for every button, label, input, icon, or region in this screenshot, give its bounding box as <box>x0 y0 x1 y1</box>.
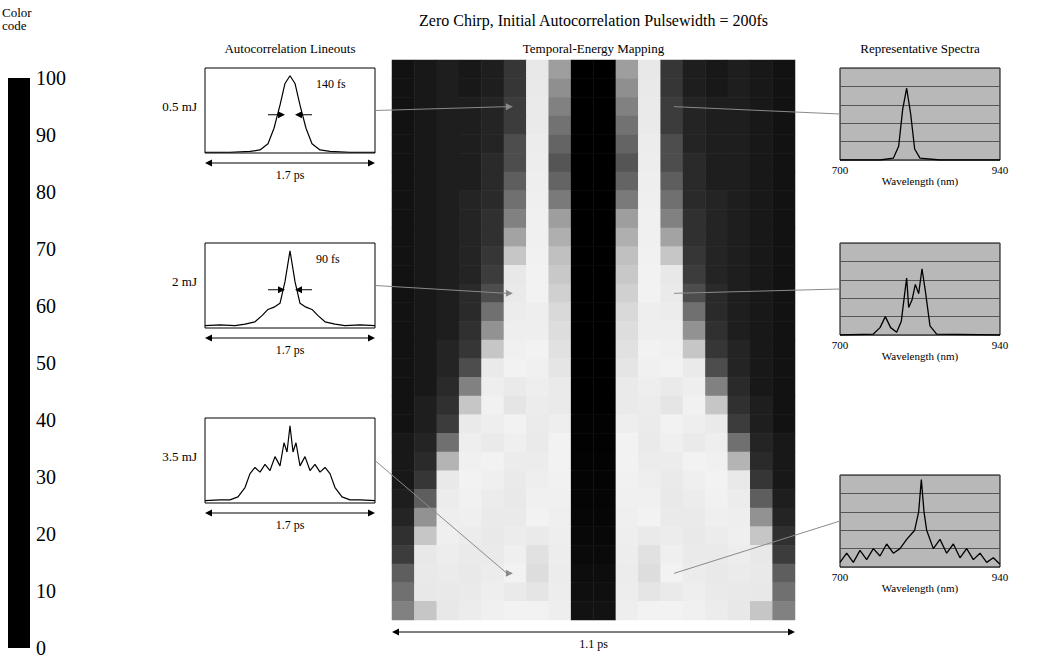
svg-text:3.5 mJ: 3.5 mJ <box>162 449 197 464</box>
svg-text:Wavelength (nm): Wavelength (nm) <box>882 175 959 188</box>
svg-text:1.7 ps: 1.7 ps <box>276 168 305 182</box>
svg-text:1.7 ps: 1.7 ps <box>276 343 305 357</box>
svg-text:Temporal-Energy Mapping: Temporal-Energy Mapping <box>523 41 665 56</box>
svg-text:80: 80 <box>36 181 56 203</box>
svg-text:90: 90 <box>36 124 56 146</box>
svg-text:Representative Spectra: Representative Spectra <box>860 41 980 56</box>
svg-text:Autocorrelation Lineouts: Autocorrelation Lineouts <box>224 41 355 56</box>
svg-text:940: 940 <box>992 164 1009 176</box>
svg-text:60: 60 <box>36 295 56 317</box>
svg-text:code: code <box>2 18 27 33</box>
svg-text:1.1 ps: 1.1 ps <box>579 637 608 651</box>
svg-text:940: 940 <box>992 571 1009 583</box>
svg-text:Wavelength (nm): Wavelength (nm) <box>882 582 959 595</box>
svg-text:700: 700 <box>832 571 849 583</box>
svg-text:40: 40 <box>36 409 56 431</box>
svg-text:70: 70 <box>36 238 56 260</box>
svg-text:50: 50 <box>36 352 56 374</box>
svg-text:90 fs: 90 fs <box>316 252 340 266</box>
svg-text:100: 100 <box>36 67 66 89</box>
svg-text:0: 0 <box>36 637 46 659</box>
svg-text:Zero Chirp, Initial Autocorrel: Zero Chirp, Initial Autocorrelation Puls… <box>419 12 768 30</box>
svg-text:2 mJ: 2 mJ <box>172 274 197 289</box>
svg-text:0.5 mJ: 0.5 mJ <box>162 99 197 114</box>
svg-text:700: 700 <box>832 164 849 176</box>
svg-text:140 fs: 140 fs <box>316 77 346 91</box>
svg-text:20: 20 <box>36 523 56 545</box>
svg-text:1.7 ps: 1.7 ps <box>276 518 305 532</box>
svg-text:700: 700 <box>832 339 849 351</box>
svg-text:940: 940 <box>992 339 1009 351</box>
svg-text:30: 30 <box>36 466 56 488</box>
svg-text:Color: Color <box>2 5 32 20</box>
svg-text:10: 10 <box>36 580 56 602</box>
svg-text:Wavelength (nm): Wavelength (nm) <box>882 350 959 363</box>
